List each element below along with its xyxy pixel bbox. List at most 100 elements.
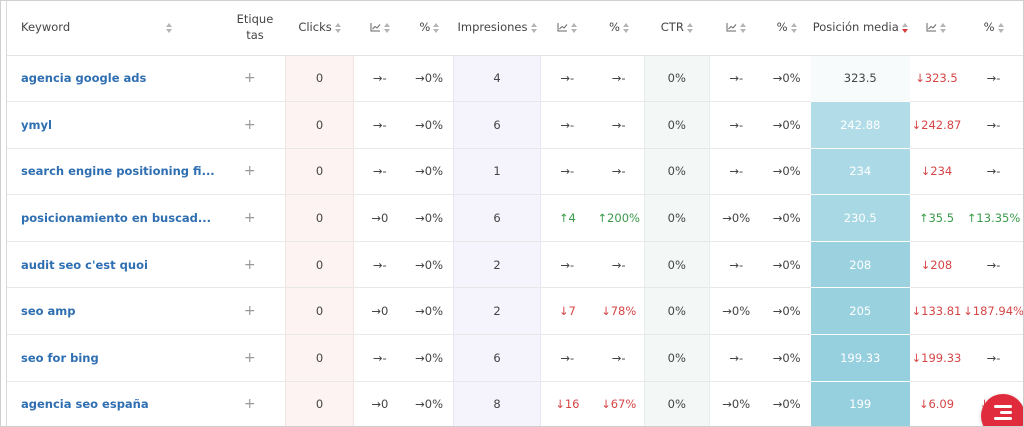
help-chat-button[interactable] bbox=[981, 394, 1024, 426]
sort-icon[interactable] bbox=[571, 22, 578, 33]
clicks-trend-cell: →0 bbox=[353, 287, 406, 336]
pos-pct-cell: →- bbox=[963, 241, 1024, 289]
clicks-pct-cell: →0% bbox=[405, 334, 454, 382]
sort-icon[interactable] bbox=[686, 22, 693, 33]
col-position[interactable]: Posición media bbox=[810, 0, 910, 56]
col-imp-pct-label: % bbox=[608, 20, 620, 35]
col-tags-label: Etiquetas bbox=[236, 12, 274, 43]
position-cell: 208 bbox=[810, 241, 910, 289]
col-impressions[interactable]: Impresiones bbox=[453, 0, 541, 56]
pos-trend-cell: ↓242.87 bbox=[909, 101, 964, 149]
keyword-cell[interactable]: posicionamiento en buscad... bbox=[7, 194, 215, 242]
col-keyword[interactable]: Keyword bbox=[7, 0, 215, 56]
sort-icon[interactable] bbox=[383, 22, 390, 33]
col-ctr-trend[interactable] bbox=[709, 0, 763, 56]
col-clicks-label: Clicks bbox=[298, 20, 332, 35]
col-tags: Etiquetas bbox=[214, 0, 286, 56]
ctr-cell: 0% bbox=[643, 148, 710, 196]
sort-icon[interactable] bbox=[790, 22, 797, 33]
keyword-cell[interactable]: audit seo c'est quoi bbox=[7, 241, 215, 289]
ctr-trend-cell: →- bbox=[709, 334, 763, 382]
table-row: search engine positioning fi... +0 →- →0% 1 →… bbox=[7, 148, 1024, 196]
clicks-trend-cell: →- bbox=[353, 148, 406, 196]
col-clicks-pct[interactable]: % bbox=[405, 0, 454, 56]
ctr-cell: 0% bbox=[643, 334, 710, 382]
clicks-cell: 0 bbox=[284, 287, 355, 336]
clicks-trend-cell: →- bbox=[353, 101, 406, 149]
sort-icon[interactable] bbox=[940, 22, 947, 33]
keyword-cell[interactable]: ymyl bbox=[7, 101, 215, 149]
add-tag-button[interactable]: + bbox=[214, 148, 286, 196]
keyword-cell[interactable]: agencia seo españa bbox=[7, 381, 215, 426]
col-position-label: Posición media bbox=[812, 20, 899, 35]
pos-pct-cell: ↑13.35% bbox=[963, 194, 1024, 242]
keyword-table-panel: Keyword Etiquetas Clicks % Impresiones %… bbox=[6, 0, 1024, 427]
impressions-cell: 6 bbox=[452, 194, 542, 242]
add-tag-button[interactable]: + bbox=[214, 101, 286, 149]
add-tag-button[interactable]: + bbox=[214, 334, 286, 382]
pos-pct-cell: →- bbox=[963, 55, 1024, 103]
sort-icon[interactable] bbox=[334, 22, 341, 33]
imp-pct-cell: →- bbox=[593, 241, 645, 289]
add-tag-button[interactable]: + bbox=[214, 55, 286, 103]
keyword-cell[interactable]: search engine positioning fi... bbox=[7, 148, 215, 196]
col-ctr[interactable]: CTR bbox=[644, 0, 710, 56]
clicks-cell: 0 bbox=[284, 148, 355, 196]
keyword-cell[interactable]: seo amp bbox=[7, 287, 215, 336]
col-ctr-pct[interactable]: % bbox=[762, 0, 811, 56]
imp-pct-cell: ↓67% bbox=[593, 381, 645, 426]
col-imp-trend[interactable] bbox=[540, 0, 594, 56]
ctr-pct-cell: →0% bbox=[762, 194, 811, 242]
clicks-trend-cell: →0 bbox=[353, 194, 406, 242]
sort-icon[interactable] bbox=[739, 22, 746, 33]
col-imp-pct[interactable]: % bbox=[593, 0, 645, 56]
col-pos-trend[interactable] bbox=[909, 0, 964, 56]
ctr-pct-cell: →0% bbox=[762, 241, 811, 289]
add-tag-button[interactable]: + bbox=[214, 287, 286, 336]
position-cell: 323.5 bbox=[810, 55, 910, 103]
keyword-cell[interactable]: agencia google ads bbox=[7, 55, 215, 103]
table-row: seo amp +0 →0 →0% 2 ↓7 ↓78% 0% →0% →0% 205 ↓133.81 ↓… bbox=[7, 287, 1024, 336]
clicks-pct-cell: →0% bbox=[405, 101, 454, 149]
sort-icon[interactable] bbox=[530, 22, 537, 33]
keyword-cell[interactable]: seo for bing bbox=[7, 334, 215, 382]
col-clicks-trend[interactable] bbox=[353, 0, 406, 56]
sort-icon[interactable] bbox=[166, 22, 173, 33]
col-pos-pct[interactable]: % bbox=[963, 0, 1024, 56]
col-ctr-pct-label: % bbox=[776, 20, 788, 35]
add-tag-button[interactable]: + bbox=[214, 241, 286, 289]
col-impressions-label: Impresiones bbox=[457, 20, 528, 35]
clicks-cell: 0 bbox=[284, 241, 355, 289]
ctr-trend-cell: →- bbox=[709, 148, 763, 196]
sort-icon[interactable] bbox=[901, 22, 908, 33]
line-chart-icon bbox=[557, 23, 568, 32]
ctr-cell: 0% bbox=[643, 381, 710, 426]
add-tag-button[interactable]: + bbox=[214, 381, 286, 426]
pos-trend-cell: ↑35.5 bbox=[909, 194, 964, 242]
impressions-cell: 6 bbox=[452, 334, 542, 382]
position-cell: 242.88 bbox=[810, 101, 910, 149]
line-chart-icon bbox=[370, 23, 380, 32]
pos-trend-cell: ↓133.81 bbox=[909, 287, 964, 336]
line-chart-icon bbox=[926, 23, 937, 32]
sort-icon[interactable] bbox=[433, 22, 440, 33]
imp-trend-cell: ↓16 bbox=[540, 381, 594, 426]
clicks-trend-cell: →- bbox=[353, 55, 406, 103]
sort-icon[interactable] bbox=[622, 22, 629, 33]
col-clicks[interactable]: Clicks bbox=[285, 0, 354, 56]
table-header: Keyword Etiquetas Clicks % Impresiones %… bbox=[7, 0, 1024, 56]
imp-pct-cell: →- bbox=[593, 55, 645, 103]
imp-trend-cell: →- bbox=[540, 148, 594, 196]
ctr-cell: 0% bbox=[643, 287, 710, 336]
imp-trend-cell: ↓7 bbox=[540, 287, 594, 336]
position-cell: 199 bbox=[810, 381, 910, 426]
ctr-cell: 0% bbox=[643, 194, 710, 242]
impressions-cell: 2 bbox=[452, 241, 542, 289]
ctr-trend-cell: →- bbox=[709, 101, 763, 149]
pos-trend-cell: ↓199.33 bbox=[909, 334, 964, 382]
clicks-pct-cell: →0% bbox=[405, 55, 454, 103]
add-tag-button[interactable]: + bbox=[214, 194, 286, 242]
sort-icon[interactable] bbox=[997, 22, 1004, 33]
imp-trend-cell: →- bbox=[540, 334, 594, 382]
col-keyword-label: Keyword bbox=[21, 20, 71, 35]
